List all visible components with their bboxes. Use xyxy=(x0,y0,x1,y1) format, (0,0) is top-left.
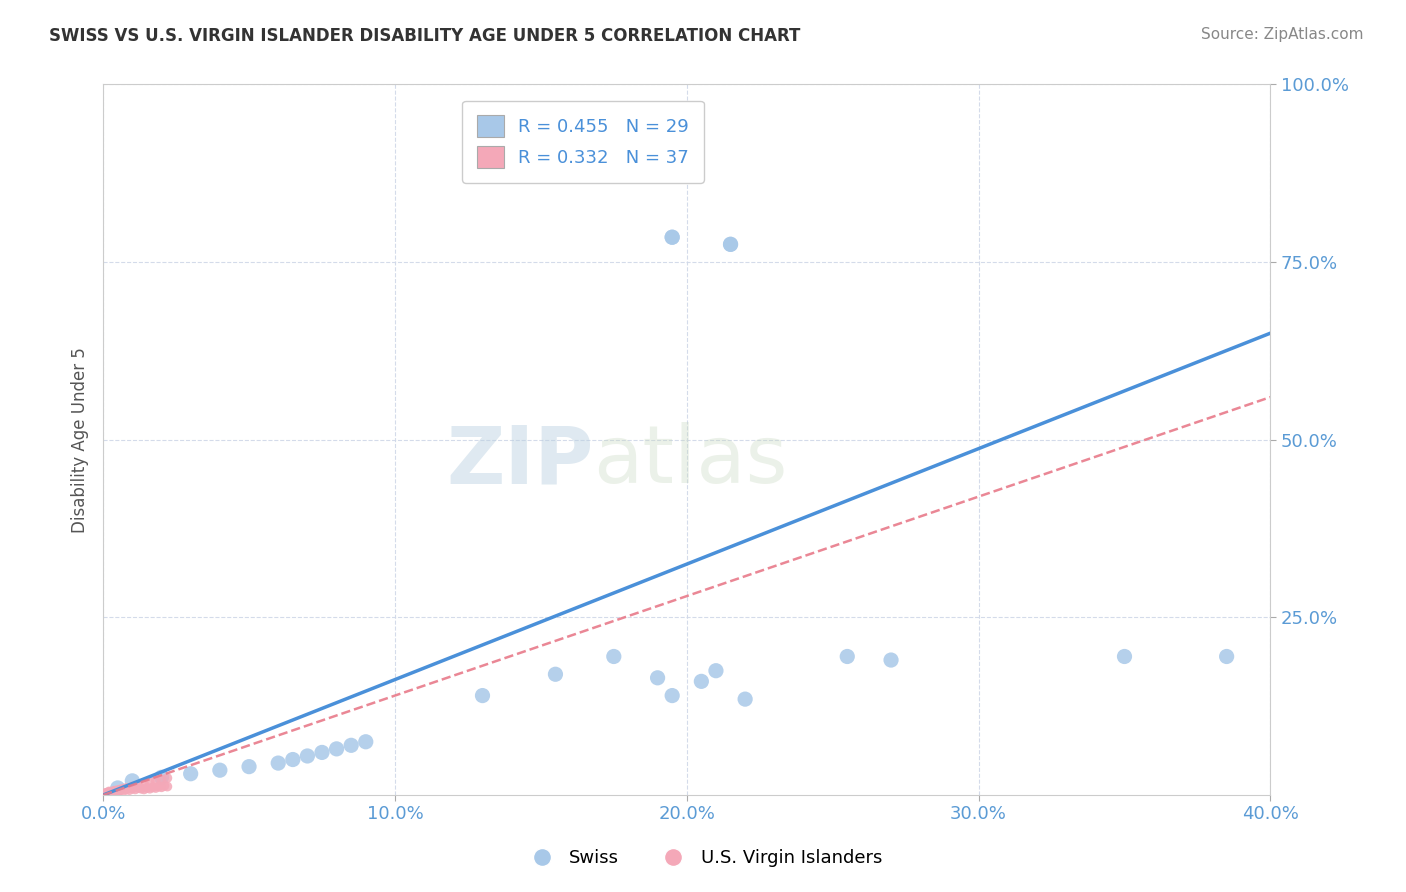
Point xyxy=(107,780,129,795)
Point xyxy=(127,780,149,795)
Point xyxy=(156,771,179,785)
Point xyxy=(115,782,138,797)
Point xyxy=(148,780,170,794)
Point xyxy=(150,772,173,787)
Point xyxy=(720,237,742,252)
Point xyxy=(127,778,149,792)
Point xyxy=(139,775,162,789)
Point xyxy=(132,782,155,797)
Point xyxy=(150,780,173,795)
Point xyxy=(121,780,143,794)
Point xyxy=(647,671,669,685)
Point xyxy=(156,780,179,794)
Point xyxy=(110,782,132,797)
Point xyxy=(208,763,231,777)
Legend: R = 0.455   N = 29, R = 0.332   N = 37: R = 0.455 N = 29, R = 0.332 N = 37 xyxy=(463,101,703,183)
Point xyxy=(121,773,143,788)
Point xyxy=(238,759,260,773)
Text: Source: ZipAtlas.com: Source: ZipAtlas.com xyxy=(1201,27,1364,42)
Point xyxy=(101,785,124,799)
Point xyxy=(112,781,135,796)
Point xyxy=(98,784,121,798)
Point xyxy=(1114,649,1136,664)
Point xyxy=(121,781,143,796)
Point xyxy=(704,664,727,678)
Point xyxy=(267,756,290,770)
Point xyxy=(115,780,138,795)
Legend: Swiss, U.S. Virgin Islanders: Swiss, U.S. Virgin Islanders xyxy=(517,842,889,874)
Point xyxy=(1215,649,1237,664)
Point xyxy=(471,689,494,703)
Point xyxy=(142,780,165,795)
Point xyxy=(354,735,377,749)
Point xyxy=(880,653,903,667)
Text: ZIP: ZIP xyxy=(446,422,593,500)
Point xyxy=(132,777,155,791)
Point xyxy=(661,230,683,244)
Point xyxy=(94,786,117,800)
Point xyxy=(281,752,304,766)
Text: SWISS VS U.S. VIRGIN ISLANDER DISABILITY AGE UNDER 5 CORRELATION CHART: SWISS VS U.S. VIRGIN ISLANDER DISABILITY… xyxy=(49,27,800,45)
Point xyxy=(107,784,129,798)
Point xyxy=(145,773,167,788)
Y-axis label: Disability Age Under 5: Disability Age Under 5 xyxy=(72,347,89,533)
Point xyxy=(311,746,333,760)
Point xyxy=(153,779,176,793)
Point xyxy=(104,784,127,798)
Point xyxy=(661,689,683,703)
Point xyxy=(150,770,173,784)
Point xyxy=(110,783,132,797)
Point xyxy=(101,784,124,798)
Point xyxy=(734,692,756,706)
Point xyxy=(98,785,121,799)
Point xyxy=(661,230,683,244)
Point xyxy=(603,649,626,664)
Point xyxy=(145,780,167,795)
Point xyxy=(129,781,152,796)
Point xyxy=(325,742,347,756)
Point xyxy=(104,784,127,798)
Point xyxy=(180,766,202,780)
Point xyxy=(107,783,129,797)
Point xyxy=(544,667,567,681)
Point xyxy=(118,783,141,797)
Point xyxy=(135,780,157,795)
Point xyxy=(124,782,146,797)
Point xyxy=(112,784,135,798)
Point xyxy=(297,749,319,764)
Point xyxy=(139,781,162,796)
Point xyxy=(94,786,117,800)
Point xyxy=(340,739,363,753)
Point xyxy=(720,237,742,252)
Point xyxy=(690,674,713,689)
Point xyxy=(837,649,859,664)
Text: atlas: atlas xyxy=(593,422,787,500)
